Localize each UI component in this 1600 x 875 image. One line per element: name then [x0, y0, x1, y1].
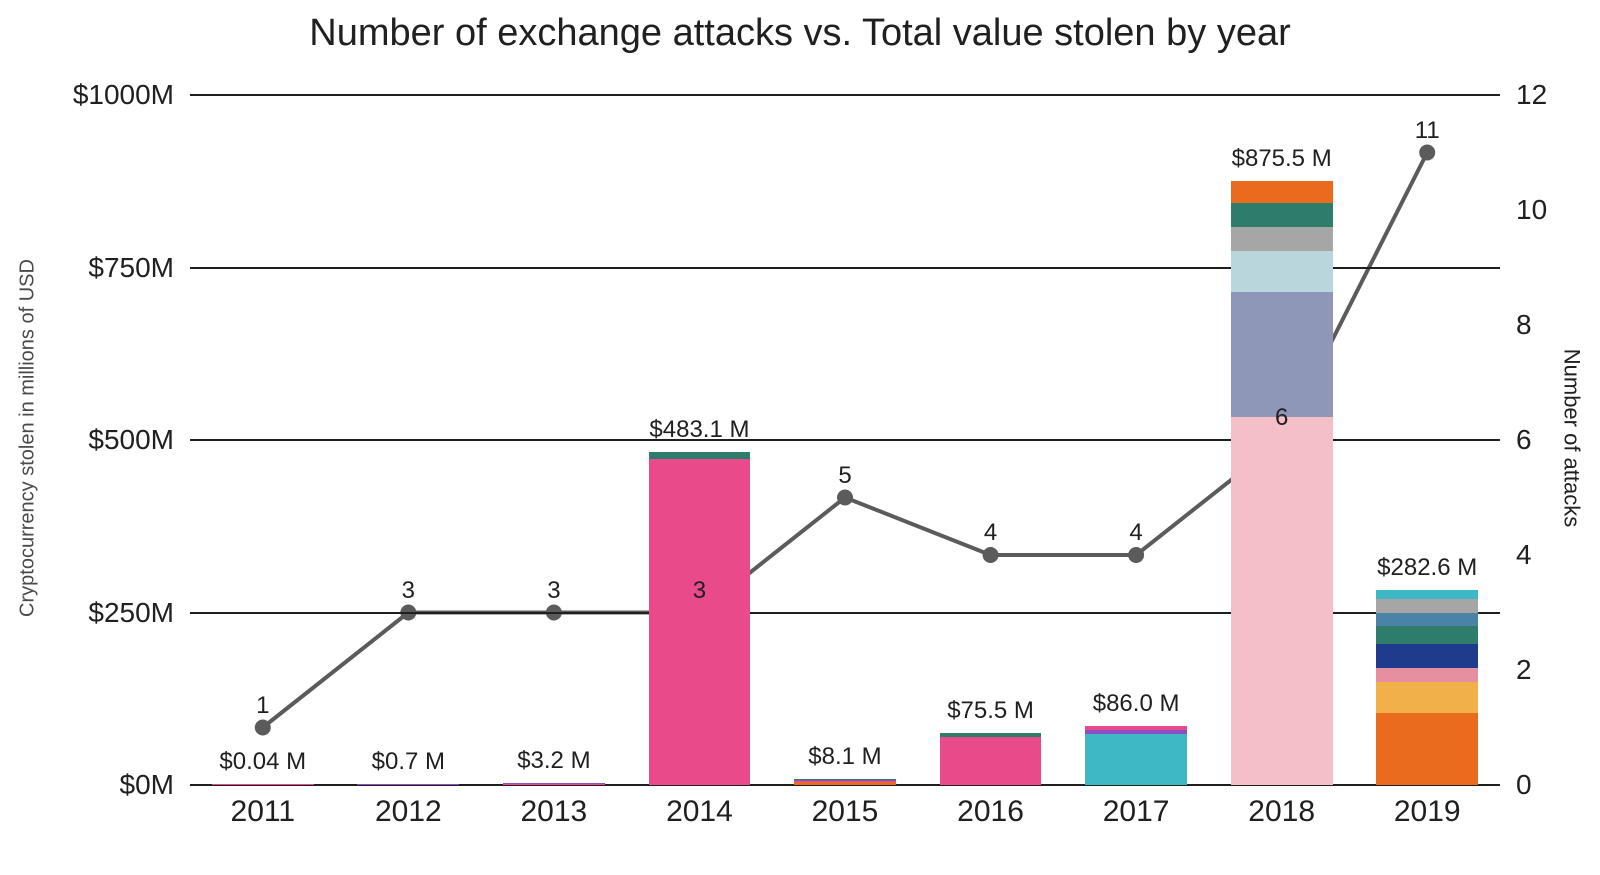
bar-total-label: $0.04 M	[219, 748, 306, 776]
bar-2013: $3.2 M	[503, 783, 605, 785]
bar-segment	[1231, 181, 1333, 203]
bar-2014: $483.1 M	[649, 452, 751, 785]
line-point-label: 3	[402, 577, 415, 605]
x-tick: 2013	[521, 795, 588, 829]
bar-total-label: $86.0 M	[1093, 690, 1180, 718]
bar-segment	[1085, 734, 1187, 785]
y-tick-left: $1000M	[73, 79, 174, 111]
bar-total-label: $8.1 M	[808, 743, 881, 771]
bar-total-label: $282.6 M	[1377, 554, 1477, 582]
gridline	[190, 94, 1500, 96]
bar-2017: $86.0 M	[1085, 726, 1187, 785]
bar-segment	[1085, 726, 1187, 730]
bar-2012: $0.7 M	[357, 784, 459, 785]
bar-segment	[1376, 590, 1478, 599]
y-tick-left: $750M	[88, 252, 174, 284]
bar-segment	[1231, 203, 1333, 227]
bar-segment	[503, 783, 605, 784]
x-tick: 2017	[1103, 795, 1170, 829]
bar-total-label: $0.7 M	[372, 748, 445, 776]
y-tick-right: 2	[1516, 654, 1532, 686]
bar-segment	[1376, 599, 1478, 613]
chart-title: Number of exchange attacks vs. Total val…	[0, 12, 1600, 55]
bar-segment	[212, 784, 314, 785]
bar-total-label: $3.2 M	[517, 747, 590, 775]
line-point-label: 5	[838, 462, 851, 490]
bar-segment	[1231, 227, 1333, 251]
bar-2015: $8.1 M	[794, 779, 896, 785]
line-point-label: 1	[256, 692, 269, 720]
bar-segment	[794, 779, 896, 780]
x-tick: 2016	[957, 795, 1024, 829]
y-tick-left: $500M	[88, 424, 174, 456]
y-tick-right: 0	[1516, 769, 1532, 801]
bar-segment	[1376, 626, 1478, 643]
line-point-label: 4	[1129, 519, 1142, 547]
bar-segment	[357, 784, 459, 785]
bar-segment	[1376, 644, 1478, 668]
x-tick: 2012	[375, 795, 442, 829]
bar-segment	[1376, 613, 1478, 627]
bar-segment	[940, 737, 1042, 785]
x-tick: 2015	[812, 795, 879, 829]
bar-segment	[1085, 730, 1187, 734]
y-tick-right: 10	[1516, 194, 1547, 226]
y-axis-left-label: Cryptocurrency stolen in millions of USD	[17, 259, 40, 617]
y-axis-right-label: Number of attacks	[1559, 348, 1585, 527]
bar-segment	[649, 459, 751, 785]
line-point-label: 3	[547, 577, 560, 605]
x-tick: 2019	[1394, 795, 1461, 829]
bar-segment	[1231, 292, 1333, 416]
plot-area: $0M$250M$500M$750M$1000M0246810122011201…	[190, 95, 1500, 785]
bar-total-label: $875.5 M	[1232, 145, 1332, 173]
line-point-label: 4	[984, 519, 997, 547]
y-tick-left: $0M	[120, 769, 174, 801]
line-point-label: 11	[1415, 117, 1440, 145]
bar-segment	[503, 784, 605, 785]
y-tick-left: $250M	[88, 597, 174, 629]
y-tick-right: 6	[1516, 424, 1532, 456]
y-tick-right: 8	[1516, 309, 1532, 341]
bar-2018: $875.5 M	[1231, 181, 1333, 785]
chart-container: Number of exchange attacks vs. Total val…	[0, 0, 1600, 875]
line-point-label: 6	[1275, 404, 1288, 432]
bar-segment	[940, 733, 1042, 737]
bar-2011: $0.04 M	[212, 784, 314, 785]
bar-segment	[1376, 668, 1478, 682]
bar-segment	[1376, 713, 1478, 785]
y-tick-right: 12	[1516, 79, 1547, 111]
x-tick: 2018	[1248, 795, 1315, 829]
bar-segment	[794, 782, 896, 785]
x-tick: 2014	[666, 795, 733, 829]
bar-segment	[1231, 251, 1333, 292]
bar-segment	[649, 452, 751, 459]
y-tick-right: 4	[1516, 539, 1532, 571]
bar-2019: $282.6 M	[1376, 590, 1478, 785]
bar-segment	[1231, 417, 1333, 785]
line-point-label: 3	[693, 577, 706, 605]
bar-total-label: $75.5 M	[947, 697, 1034, 725]
bar-2016: $75.5 M	[940, 733, 1042, 785]
bar-segment	[1376, 682, 1478, 713]
bar-total-label: $483.1 M	[649, 416, 749, 444]
x-tick: 2011	[231, 795, 296, 829]
